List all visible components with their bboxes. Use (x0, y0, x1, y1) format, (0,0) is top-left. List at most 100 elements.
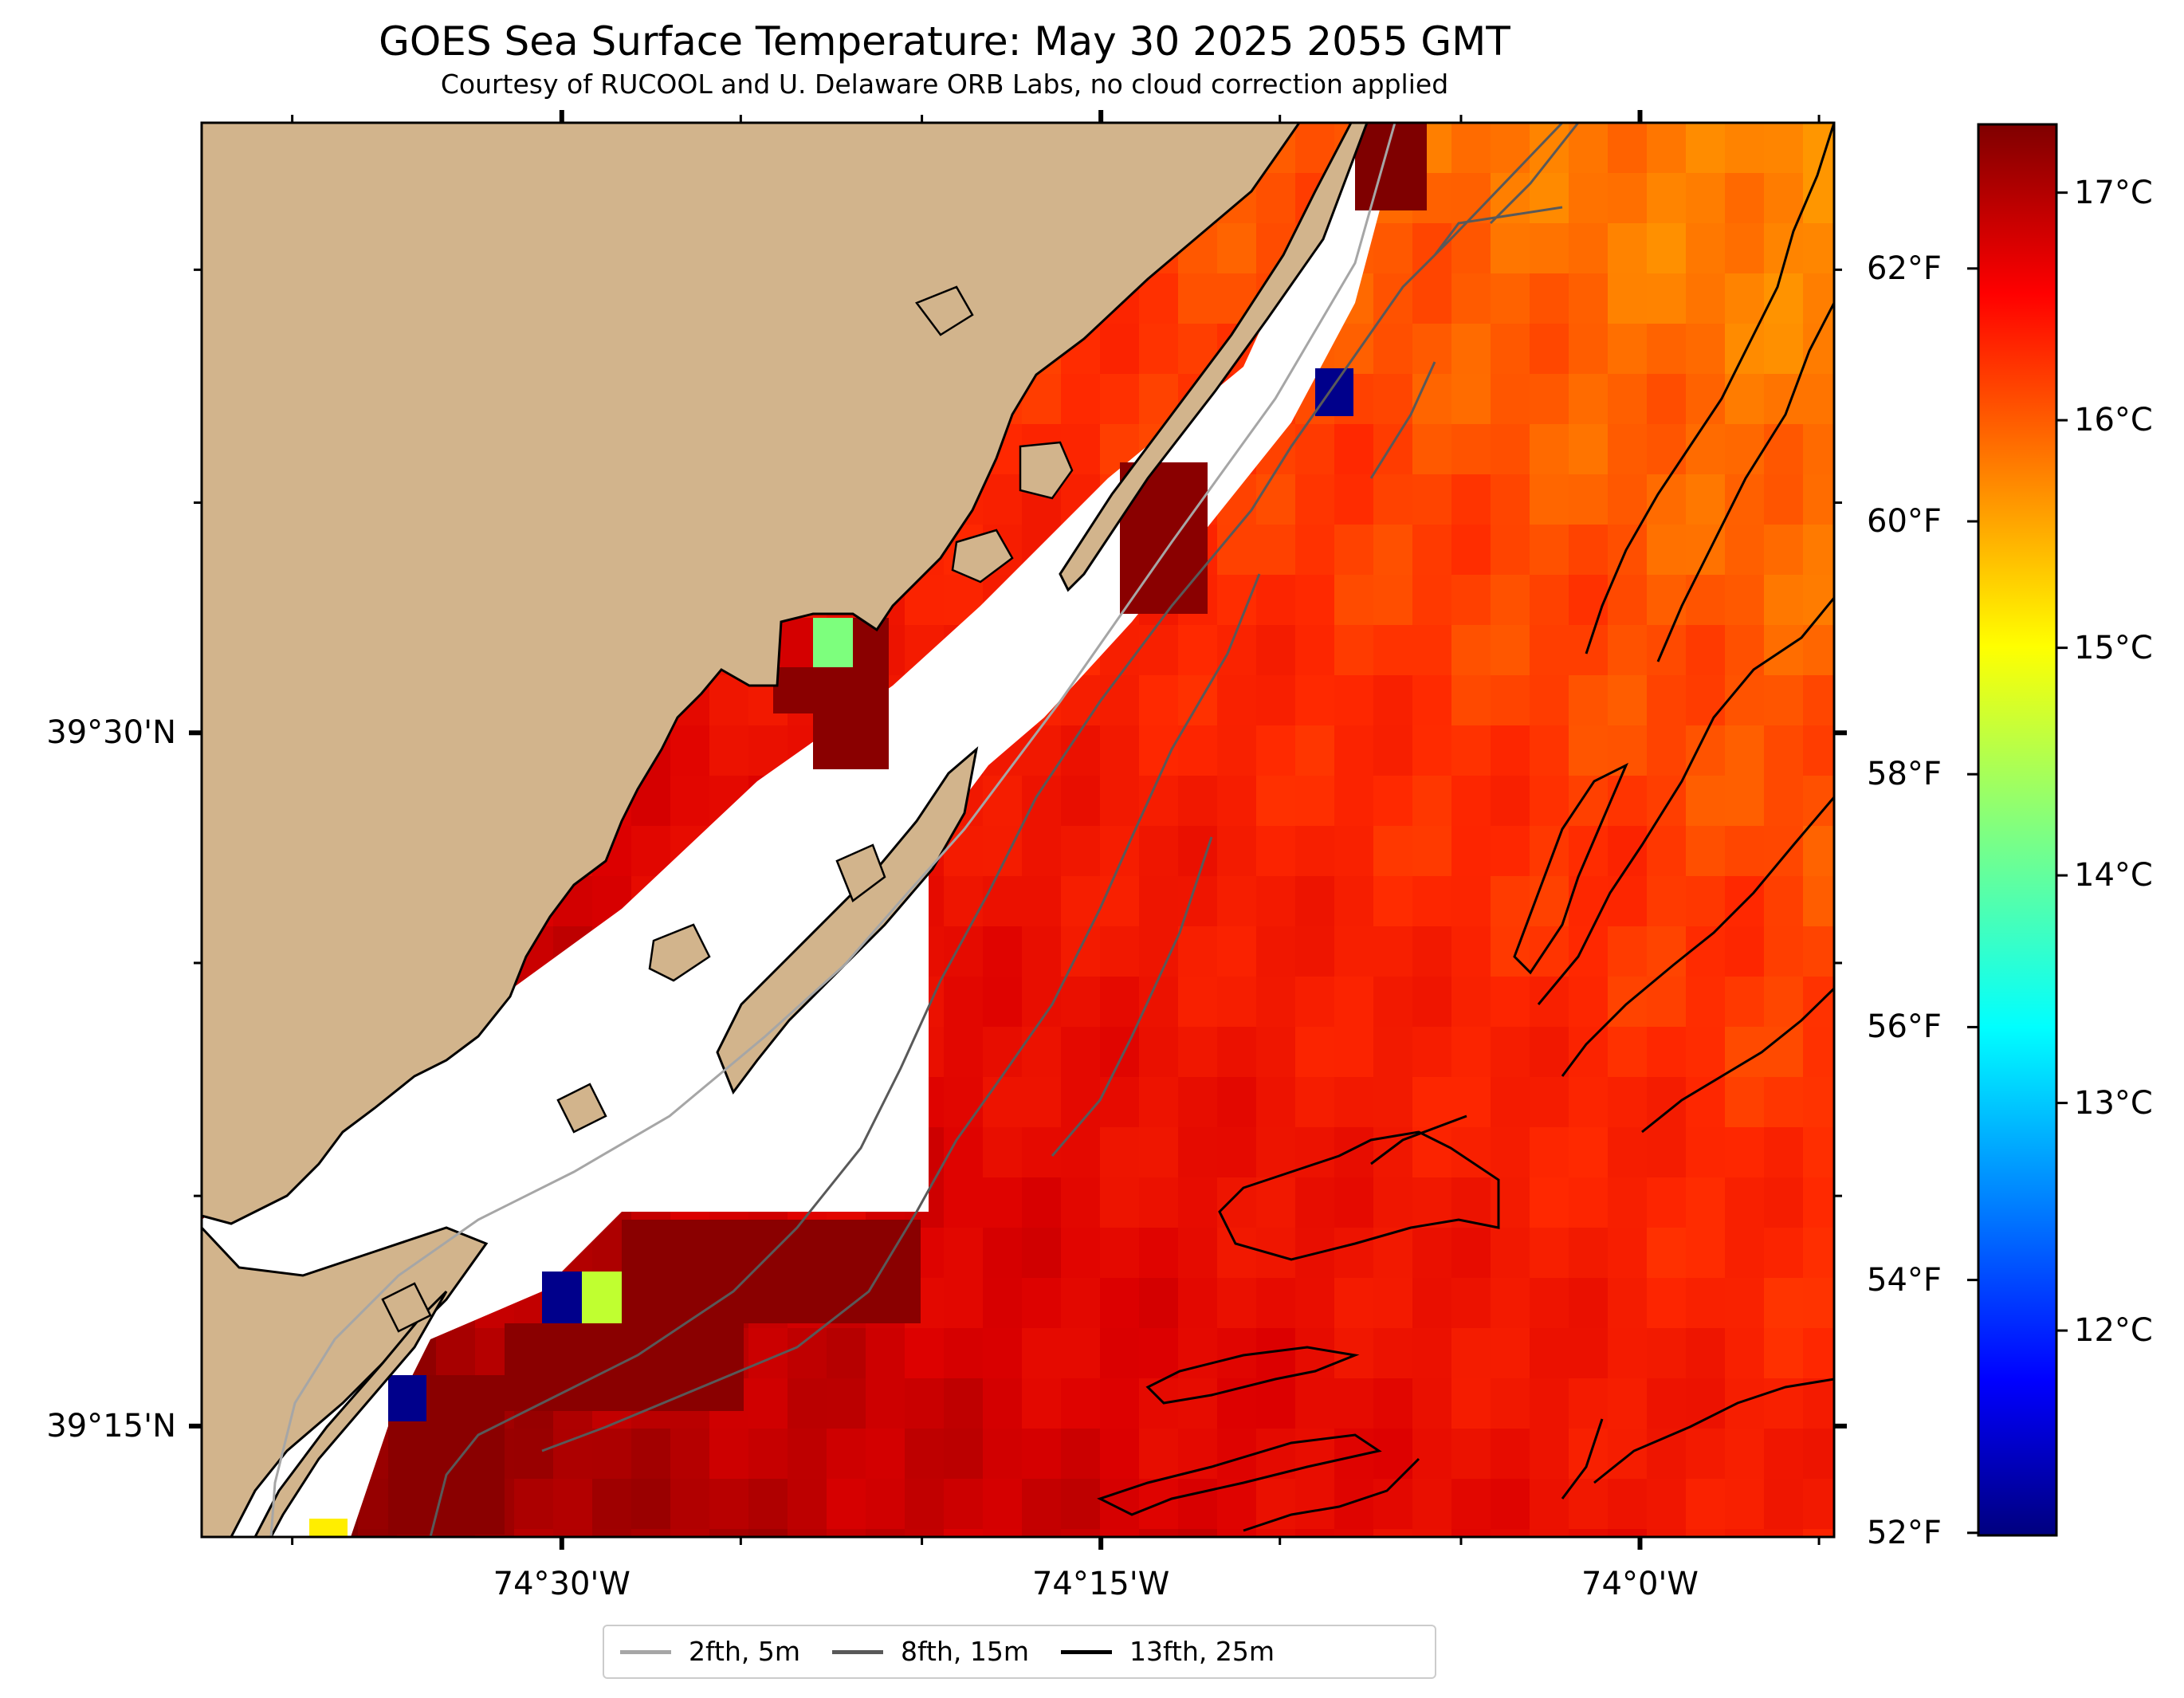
sst-cell (1217, 575, 1257, 626)
sst-cell (1686, 474, 1726, 525)
sst-cell (1061, 1027, 1101, 1078)
legend-line-icon (832, 1649, 884, 1654)
sst-cell (1061, 1228, 1101, 1279)
sst-cell (1569, 675, 1609, 726)
x-tick-label: 74°30'W (493, 1566, 630, 1602)
sst-cell (1178, 1328, 1218, 1379)
sst-cell (1491, 374, 1530, 425)
sst-cell (1725, 1479, 1765, 1530)
sst-cell (1256, 575, 1296, 626)
sst-cell (1569, 424, 1609, 475)
sst-cell (1139, 1328, 1179, 1379)
legend-item-13fth: 13fth, 25m (1061, 1636, 1275, 1668)
sst-cell (1647, 374, 1687, 425)
sst-cell (1569, 725, 1609, 776)
sst-cell (1686, 1378, 1726, 1429)
sst-cell (1569, 1529, 1609, 1537)
sst-cell (1295, 1429, 1335, 1480)
sst-cell (1100, 926, 1140, 977)
sst-cell (1451, 926, 1491, 977)
sst-cell (592, 1479, 632, 1530)
sst-cell (1061, 926, 1101, 977)
sst-cell (1647, 1529, 1687, 1537)
sst-cell (1647, 826, 1687, 877)
sst-cell (631, 1529, 671, 1537)
sst-cell (1491, 675, 1530, 726)
sst-cell (1139, 826, 1179, 877)
isobath-legend: 2fth, 5m 8fth, 15m 13fth, 25m (603, 1625, 1436, 1679)
sst-cell (748, 1529, 788, 1537)
sst-cell (1217, 776, 1257, 827)
sst-cell (1373, 876, 1413, 927)
sst-cell (1530, 474, 1569, 525)
sst-cell (1725, 926, 1765, 977)
sst-cell (1725, 575, 1765, 626)
sst-cell (1451, 273, 1491, 324)
sst-cell (1608, 273, 1648, 324)
sst-cell (1491, 1429, 1530, 1480)
sst-cell (1412, 826, 1452, 877)
sst-cell (1647, 977, 1687, 1028)
sst-cell (1412, 374, 1452, 425)
sst-cell (983, 1328, 1023, 1379)
sst-cell (1256, 826, 1296, 877)
sst-cell (1061, 1429, 1101, 1480)
sst-cell (1725, 826, 1765, 877)
sst-cell (1178, 1127, 1218, 1178)
sst-cell (1295, 575, 1335, 626)
sst-cell (1334, 1127, 1374, 1178)
sst-cell (1334, 424, 1374, 475)
sst-cell (1217, 1027, 1257, 1078)
sst-cell (1725, 977, 1765, 1028)
sst-cell (1139, 675, 1179, 726)
sst-cell (553, 1529, 593, 1537)
sst-cell (1334, 876, 1374, 927)
sst-cell (1725, 273, 1765, 324)
sst-cell (1412, 876, 1452, 927)
sst-cell (709, 1529, 749, 1537)
sst-cell (1530, 424, 1569, 475)
sst-cell (1295, 926, 1335, 977)
sst-cell (631, 1429, 671, 1480)
sst-cell (1725, 525, 1765, 576)
sst-cell (1022, 1177, 1062, 1228)
sst-cell (1451, 1027, 1491, 1078)
sst-cell (1686, 1228, 1726, 1279)
sst-cell (1530, 123, 1569, 174)
bay-water (202, 123, 1403, 1537)
sst-cell (1256, 1228, 1296, 1279)
sst-cell (1530, 173, 1569, 224)
sst-cell (1647, 926, 1687, 977)
sst-cell (592, 1529, 632, 1537)
sst-cell (1491, 1027, 1530, 1078)
sst-cell (1139, 1228, 1179, 1279)
sst-cell (1451, 725, 1491, 776)
sst-cell (1764, 876, 1804, 927)
sst-cell (1451, 1479, 1491, 1530)
sst-cell (1100, 1429, 1140, 1480)
sst-cell (358, 1529, 398, 1537)
sst-cell (553, 1479, 593, 1530)
sst-cell (1608, 926, 1648, 977)
sst-cell (1412, 525, 1452, 576)
sst-cell (1100, 374, 1140, 425)
sst-cell (1491, 223, 1530, 274)
sst-cell (1022, 1378, 1062, 1429)
map-title: GOES Sea Surface Temperature: May 30 202… (379, 18, 1510, 65)
sst-cell (1686, 625, 1726, 676)
sst-cell (1256, 1027, 1296, 1078)
sst-cell (1178, 675, 1218, 726)
sst-cell (1686, 826, 1726, 877)
sst-cell (1764, 273, 1804, 324)
sst-cell (1373, 625, 1413, 676)
sst-cell (1451, 675, 1491, 726)
sst-cell (1256, 725, 1296, 776)
sst-cell (1139, 1278, 1179, 1329)
sst-cell (1295, 1027, 1335, 1078)
sst-cell (631, 1479, 671, 1530)
sst-cell (1647, 575, 1687, 626)
colorbar (1977, 123, 2058, 1537)
sst-cell (1412, 1278, 1452, 1329)
sst-cell (1608, 1529, 1648, 1537)
sst-cell (1217, 223, 1257, 274)
